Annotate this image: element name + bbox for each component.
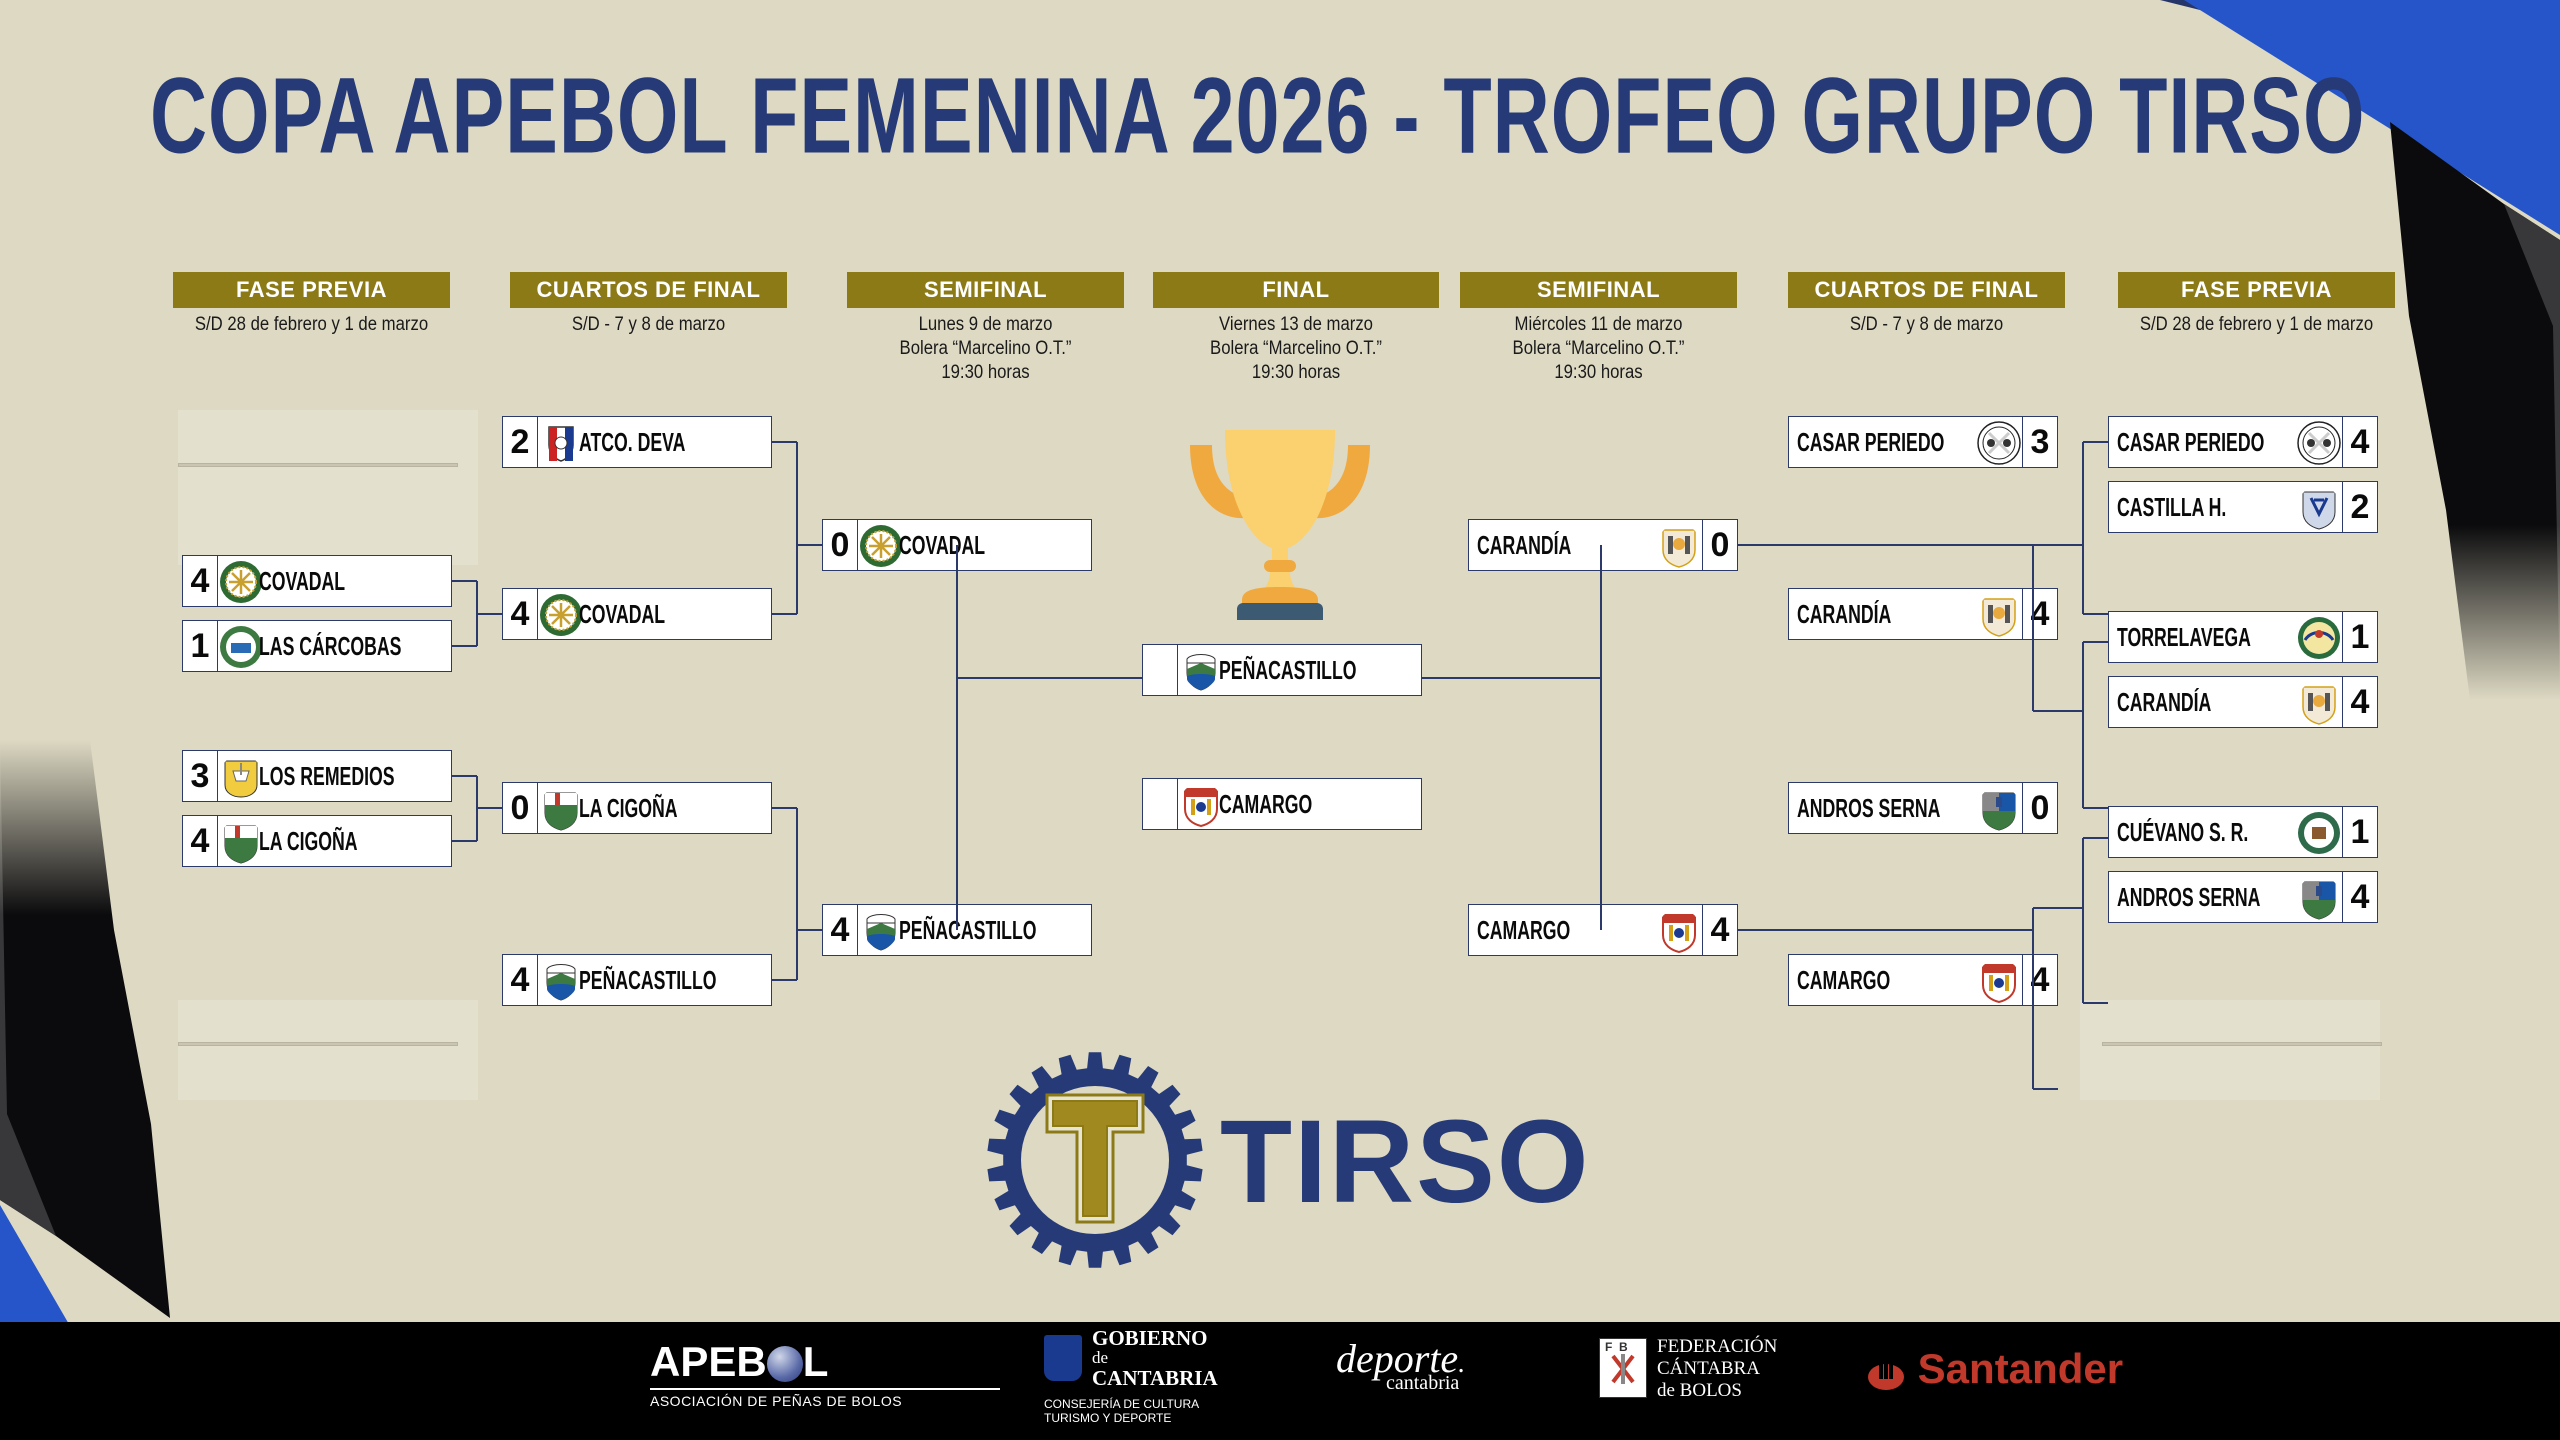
svg-text:TIRSO: TIRSO: [1220, 1096, 1591, 1228]
